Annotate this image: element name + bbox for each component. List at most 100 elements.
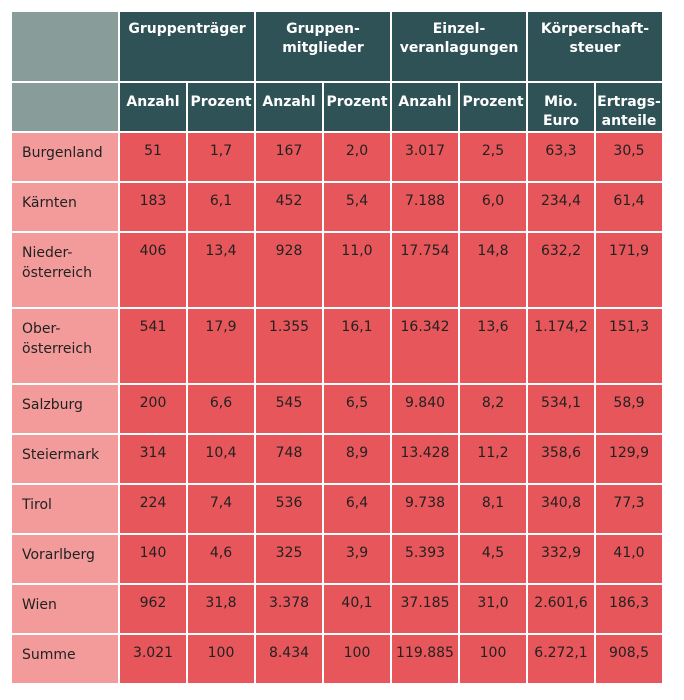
table-cell: 31,8: [188, 585, 254, 633]
table-cell: 58,9: [596, 385, 662, 433]
table-row: Wien 962 31,8 3.378 40,1 37.185 31,0 2.601,6 186…: [12, 585, 662, 633]
table-cell: 5,4: [324, 183, 390, 231]
table-cell: 224: [120, 485, 186, 533]
table-cell: 4,6: [188, 535, 254, 583]
table-cell: 16,1: [324, 309, 390, 383]
sub-header: Prozent: [460, 83, 526, 131]
table-row: Kärnten 183 6,1 452 5,4 7.188 6,0 234,4 61,4: [12, 183, 662, 231]
table-cell: 3.021: [120, 635, 186, 683]
table-cell: 6,6: [188, 385, 254, 433]
table-cell: 545: [256, 385, 322, 433]
table-cell: 5.393: [392, 535, 458, 583]
row-label: Steiermark: [12, 435, 118, 483]
table-cell: 3,9: [324, 535, 390, 583]
table-cell: 16.342: [392, 309, 458, 383]
table-cell: 100: [460, 635, 526, 683]
row-label: Kärnten: [12, 183, 118, 231]
table-cell: 6,1: [188, 183, 254, 231]
sub-header: Prozent: [188, 83, 254, 131]
sub-header: Mio. Euro: [528, 83, 594, 131]
table-cell: 37.185: [392, 585, 458, 633]
table-cell: 2,5: [460, 133, 526, 181]
sub-header-row: Anzahl Prozent Anzahl Prozent Anzahl Pro…: [12, 83, 662, 131]
table-cell: 748: [256, 435, 322, 483]
table-cell: 6,0: [460, 183, 526, 231]
table-cell: 7,4: [188, 485, 254, 533]
table-container: Gruppenträger Gruppen- mitglieder Einzel…: [10, 10, 664, 685]
table-row: Nieder- österreich 406 13,4 928 11,0 17.754 14…: [12, 233, 662, 307]
table-row: Tirol 224 7,4 536 6,4 9.738 8,1 340,8 77,3: [12, 485, 662, 533]
table-cell: 100: [188, 635, 254, 683]
sub-header: Anzahl: [392, 83, 458, 131]
table-cell: 13,6: [460, 309, 526, 383]
table-cell: 167: [256, 133, 322, 181]
table-cell: 9.738: [392, 485, 458, 533]
table-cell: 632,2: [528, 233, 594, 307]
table-cell: 51: [120, 133, 186, 181]
table-cell: 6,4: [324, 485, 390, 533]
data-table: Gruppenträger Gruppen- mitglieder Einzel…: [10, 10, 664, 685]
table-cell: 119.885: [392, 635, 458, 683]
table-cell: 14,8: [460, 233, 526, 307]
table-cell: 314: [120, 435, 186, 483]
table-cell: 40,1: [324, 585, 390, 633]
table-cell: 2.601,6: [528, 585, 594, 633]
table-cell: 171,9: [596, 233, 662, 307]
table-cell: 11,2: [460, 435, 526, 483]
table-cell: 41,0: [596, 535, 662, 583]
table-cell: 17.754: [392, 233, 458, 307]
table-cell: 358,6: [528, 435, 594, 483]
table-cell: 8,2: [460, 385, 526, 433]
group-header-gruppenmitglieder: Gruppen- mitglieder: [256, 12, 390, 81]
table-row: Summe 3.021 100 8.434 100 119.885 100 6.272,1 90…: [12, 635, 662, 683]
group-header-row: Gruppenträger Gruppen- mitglieder Einzel…: [12, 12, 662, 81]
row-label: Ober- österreich: [12, 309, 118, 383]
row-label: Summe: [12, 635, 118, 683]
row-label: Salzburg: [12, 385, 118, 433]
table-cell: 151,3: [596, 309, 662, 383]
table-row: Salzburg 200 6,6 545 6,5 9.840 8,2 534,1 58,9: [12, 385, 662, 433]
table-cell: 6.272,1: [528, 635, 594, 683]
table-cell: 234,4: [528, 183, 594, 231]
table-cell: 186,3: [596, 585, 662, 633]
table-cell: 541: [120, 309, 186, 383]
row-label: Burgenland: [12, 133, 118, 181]
table-cell: 536: [256, 485, 322, 533]
table-cell: 928: [256, 233, 322, 307]
table-cell: 340,8: [528, 485, 594, 533]
table-cell: 3.378: [256, 585, 322, 633]
table-cell: 1,7: [188, 133, 254, 181]
table-cell: 3.017: [392, 133, 458, 181]
table-cell: 908,5: [596, 635, 662, 683]
table-cell: 31,0: [460, 585, 526, 633]
table-cell: 129,9: [596, 435, 662, 483]
table-cell: 406: [120, 233, 186, 307]
table-cell: 200: [120, 385, 186, 433]
table-cell: 332,9: [528, 535, 594, 583]
table-body: Burgenland 51 1,7 167 2,0 3.017 2,5 63,3 30,5 Kär…: [12, 133, 662, 683]
table-cell: 534,1: [528, 385, 594, 433]
table-cell: 11,0: [324, 233, 390, 307]
table-cell: 17,9: [188, 309, 254, 383]
table-cell: 13.428: [392, 435, 458, 483]
table-cell: 63,3: [528, 133, 594, 181]
table-cell: 4,5: [460, 535, 526, 583]
table-row: Steiermark 314 10,4 748 8,9 13.428 11,2 358,6 12…: [12, 435, 662, 483]
table-cell: 8,1: [460, 485, 526, 533]
sub-header-corner: [12, 83, 118, 131]
group-header-koerperschaftsteuer: Körperschaft- steuer: [528, 12, 662, 81]
table-cell: 452: [256, 183, 322, 231]
table-cell: 8.434: [256, 635, 322, 683]
table-cell: 7.188: [392, 183, 458, 231]
sub-header: Anzahl: [256, 83, 322, 131]
sub-header: Anzahl: [120, 83, 186, 131]
table-cell: 1.174,2: [528, 309, 594, 383]
table-cell: 1.355: [256, 309, 322, 383]
header-corner: [12, 12, 118, 81]
table-cell: 9.840: [392, 385, 458, 433]
table-cell: 30,5: [596, 133, 662, 181]
table-cell: 13,4: [188, 233, 254, 307]
row-label: Wien: [12, 585, 118, 633]
table-cell: 100: [324, 635, 390, 683]
group-header-einzelveranlagungen: Einzel- veranlagungen: [392, 12, 526, 81]
